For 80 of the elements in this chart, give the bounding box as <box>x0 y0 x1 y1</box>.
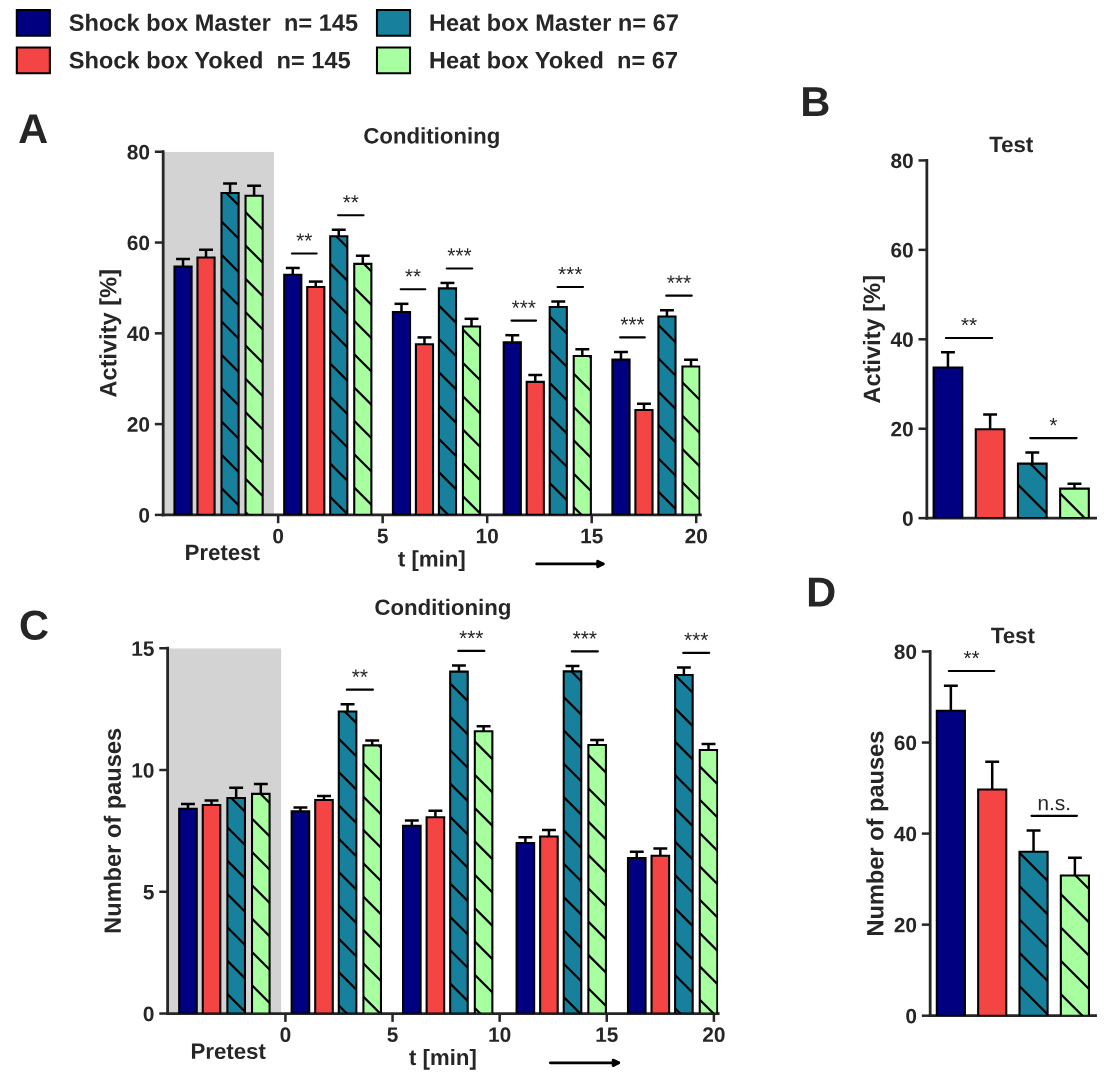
y-tick-label: 0 <box>143 1006 154 1022</box>
legend-label: Heat box Yoked n= 67 <box>430 51 678 69</box>
bar <box>402 824 422 1014</box>
y-tick-label: 20 <box>894 917 917 933</box>
annotation: *** <box>447 248 472 256</box>
bar <box>178 807 198 1014</box>
text: C <box>20 610 48 640</box>
text: Pretest <box>186 544 260 561</box>
annotation: *** <box>558 266 583 275</box>
x-tick-label: 10 <box>476 528 498 544</box>
y-axis-title: Activity [%] <box>862 276 885 403</box>
annotation: ** <box>296 233 313 241</box>
x-tick-label: 10 <box>489 1027 511 1043</box>
y-tick-label: 80 <box>891 153 913 169</box>
y-tick-label: 0 <box>902 511 913 526</box>
text: A <box>19 114 48 144</box>
bar <box>314 798 334 1014</box>
y-tick-label: 60 <box>894 735 917 751</box>
chart-title: Conditioning <box>375 598 510 620</box>
x-tick-label: 15 <box>596 1027 618 1043</box>
x-tick-label: 5 <box>387 1027 398 1043</box>
bar <box>515 842 536 1014</box>
annotation: n.s. <box>1038 798 1070 811</box>
y-tick-label: 0 <box>906 1008 917 1024</box>
y-axis-title: Number of pauses <box>866 731 889 935</box>
annotation: ** <box>405 269 421 277</box>
text: D <box>808 577 835 607</box>
annotation: ** <box>352 669 368 677</box>
y-tick-label: 5 <box>143 884 154 900</box>
text: Pretest <box>191 1043 266 1060</box>
y-tick-label: 60 <box>891 242 913 258</box>
y-tick-label: 20 <box>891 421 913 437</box>
bar <box>650 854 671 1014</box>
bar <box>525 380 545 515</box>
bar <box>425 816 446 1014</box>
legend-label: Heat box Master n= 67 <box>430 13 678 32</box>
x-tick-label: 15 <box>581 528 603 544</box>
bar <box>306 285 326 515</box>
y-tick-label: 40 <box>894 826 917 842</box>
bar <box>626 856 647 1014</box>
y-tick-label: 80 <box>127 144 150 160</box>
y-tick-label: 0 <box>139 507 150 523</box>
text: *** <box>684 632 709 641</box>
x-tick-label: 20 <box>685 528 707 544</box>
text: *** <box>572 631 597 639</box>
x-tick-label: 0 <box>273 528 284 544</box>
y-tick-label: 10 <box>132 763 154 778</box>
bar <box>201 804 222 1014</box>
annotation: ** <box>961 317 977 326</box>
x-tick-label: 20 <box>703 1027 725 1043</box>
legend-label: Shock box Master n= 145 <box>69 13 358 32</box>
text: *** <box>459 630 484 639</box>
y-tick-label: 40 <box>890 332 913 348</box>
y-tick-label: 20 <box>127 417 150 432</box>
y-tick-label: 60 <box>127 235 150 251</box>
bar <box>283 273 303 515</box>
y-axis-title: Number of pauses <box>103 728 126 933</box>
annotation: *** <box>511 300 536 308</box>
annotation: * <box>1049 418 1058 426</box>
bar <box>634 409 654 515</box>
x-tick-label: 0 <box>280 1027 291 1043</box>
y-tick-label: 15 <box>132 641 154 656</box>
y-tick-label: 40 <box>127 326 150 342</box>
y-axis-title: Activity [%] <box>99 270 122 398</box>
chart-title: Conditioning <box>364 127 499 149</box>
text: B <box>803 87 829 117</box>
legend-label: Shock box Yoked n= 145 <box>69 51 351 69</box>
annotation: *** <box>620 317 645 325</box>
annotation: *** <box>667 275 691 283</box>
x-axis-title: t [min] <box>409 1048 476 1070</box>
bar <box>414 343 435 515</box>
chart-title: Test <box>989 136 1033 153</box>
y-tick-label: 80 <box>894 644 917 660</box>
bar <box>539 835 559 1014</box>
x-axis-title: t [min] <box>398 550 465 572</box>
annotation: ** <box>343 195 359 203</box>
x-tick-label: 5 <box>377 528 388 544</box>
chart-title: Test <box>991 627 1035 644</box>
bar <box>290 810 311 1014</box>
annotation: ** <box>963 651 980 659</box>
